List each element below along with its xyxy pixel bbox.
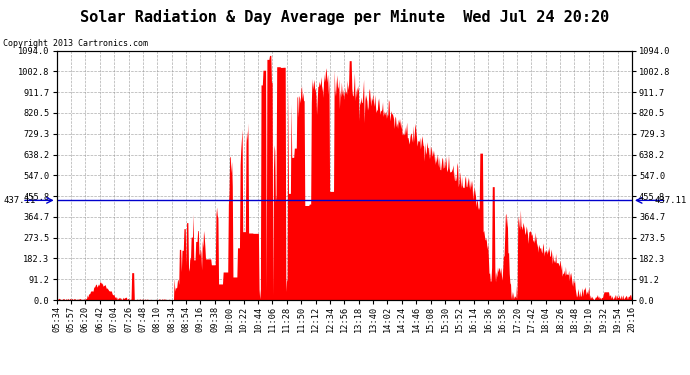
Text: Median (w/m2): Median (w/m2) bbox=[422, 18, 485, 27]
Text: 437.11: 437.11 bbox=[3, 196, 36, 205]
Text: Solar Radiation & Day Average per Minute  Wed Jul 24 20:20: Solar Radiation & Day Average per Minute… bbox=[80, 9, 610, 26]
Text: 437.11: 437.11 bbox=[654, 196, 687, 205]
Text: Copyright 2013 Cartronics.com: Copyright 2013 Cartronics.com bbox=[3, 39, 148, 48]
Text: Radiation (w/m2): Radiation (w/m2) bbox=[476, 18, 554, 27]
